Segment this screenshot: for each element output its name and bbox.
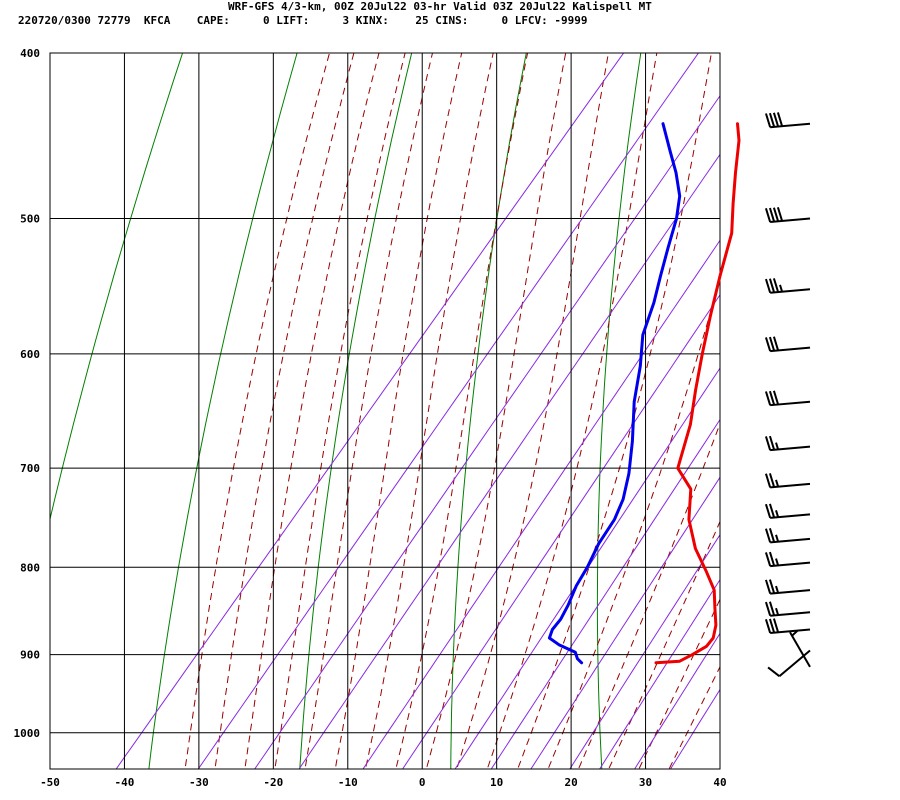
- temperature-tick-label: 40: [713, 776, 726, 789]
- dewpoint-profile: [547, 122, 682, 665]
- mixing-ratio-line: [599, 578, 720, 769]
- mixing-ratio-line: [362, 239, 720, 769]
- mixing-ratio-line: [254, 95, 720, 769]
- moist-adiabat: [184, 53, 331, 769]
- moist-adiabat: [244, 53, 380, 769]
- moist-adiabat: [395, 53, 529, 769]
- station-stats-line: 220720/0300 72779 KFCA CAPE: 0 LIFT: 3 K…: [18, 14, 588, 27]
- mixing-ratio-line: [298, 153, 720, 769]
- temperature-tick-label: -40: [115, 776, 135, 789]
- wind-barb: [764, 278, 811, 294]
- moist-adiabat: [456, 53, 609, 769]
- dry-adiabat: [863, 15, 900, 790]
- mixing-ratio-line: [569, 533, 720, 769]
- temperature-tick-label: 0: [419, 776, 426, 789]
- wind-barb: [767, 649, 811, 678]
- wind-barb: [764, 207, 811, 224]
- mixing-ratio-line: [454, 367, 720, 769]
- pressure-tick-label: 900: [20, 649, 40, 662]
- pressure-tick-label: 1000: [14, 727, 41, 740]
- wind-barb: [764, 503, 811, 519]
- temperature-tick-label: -50: [40, 776, 60, 789]
- wind-barb: [764, 473, 811, 489]
- wind-barb: [764, 112, 811, 129]
- wind-barb: [764, 390, 811, 407]
- dry-adiabat: [450, 53, 527, 769]
- dry-adiabat: [50, 53, 184, 522]
- mixing-ratio-line: [197, 53, 700, 769]
- mixing-ratio-line: [490, 418, 720, 769]
- temperature-tick-label: -20: [263, 776, 283, 789]
- wind-barb: [789, 630, 811, 668]
- temperature-tick-label: -30: [189, 776, 209, 789]
- moist-adiabat: [486, 53, 658, 769]
- pressure-tick-label: 700: [20, 462, 40, 475]
- moist-adiabat: [547, 275, 720, 769]
- grid: [49, 52, 721, 769]
- moist-adiabat: [274, 53, 406, 769]
- temperature-tick-label: 30: [639, 776, 652, 789]
- dry-adiabat: [148, 53, 298, 769]
- dry-adiabat: [299, 53, 413, 769]
- chart-title: WRF-GFS 4/3-km, 00Z 20Jul22 03-hr Valid …: [228, 0, 652, 13]
- temperature-tick-label: 20: [564, 776, 577, 789]
- mixing-ratio-line: [115, 53, 625, 769]
- temperature-tick-label: 10: [490, 776, 503, 789]
- mixing-ratio-line: [669, 688, 720, 769]
- background-lines: [50, 15, 900, 790]
- wind-barb: [764, 551, 811, 568]
- moist-adiabat: [364, 53, 494, 769]
- mixing-ratio-line: [530, 476, 720, 769]
- temperature-profile: [654, 122, 741, 665]
- wind-barb: [764, 579, 811, 595]
- temperature-tick-label: -10: [338, 776, 358, 789]
- plot-frame: [49, 52, 721, 770]
- pressure-tick-label: 400: [20, 47, 40, 60]
- dry-adiabat: [596, 53, 642, 769]
- moist-adiabat: [334, 53, 463, 769]
- wind-barb: [764, 601, 811, 617]
- pressure-tick-label: 800: [20, 561, 40, 574]
- moist-adiabat: [608, 520, 720, 769]
- moist-adiabat: [517, 53, 712, 769]
- pressure-tick-label: 500: [20, 213, 40, 226]
- wind-barb: [764, 618, 811, 634]
- moist-adiabat: [214, 53, 355, 769]
- mixing-ratio-line: [402, 294, 720, 769]
- wind-barb: [764, 336, 811, 353]
- mixing-ratio-line: [634, 632, 720, 769]
- moist-adiabat: [304, 53, 434, 769]
- wind-barbs: [764, 112, 811, 678]
- wind-barb: [764, 435, 811, 452]
- wind-barb: [764, 528, 811, 544]
- pressure-tick-label: 600: [20, 348, 40, 361]
- moist-adiabat: [638, 598, 720, 769]
- moist-adiabat: [425, 53, 567, 769]
